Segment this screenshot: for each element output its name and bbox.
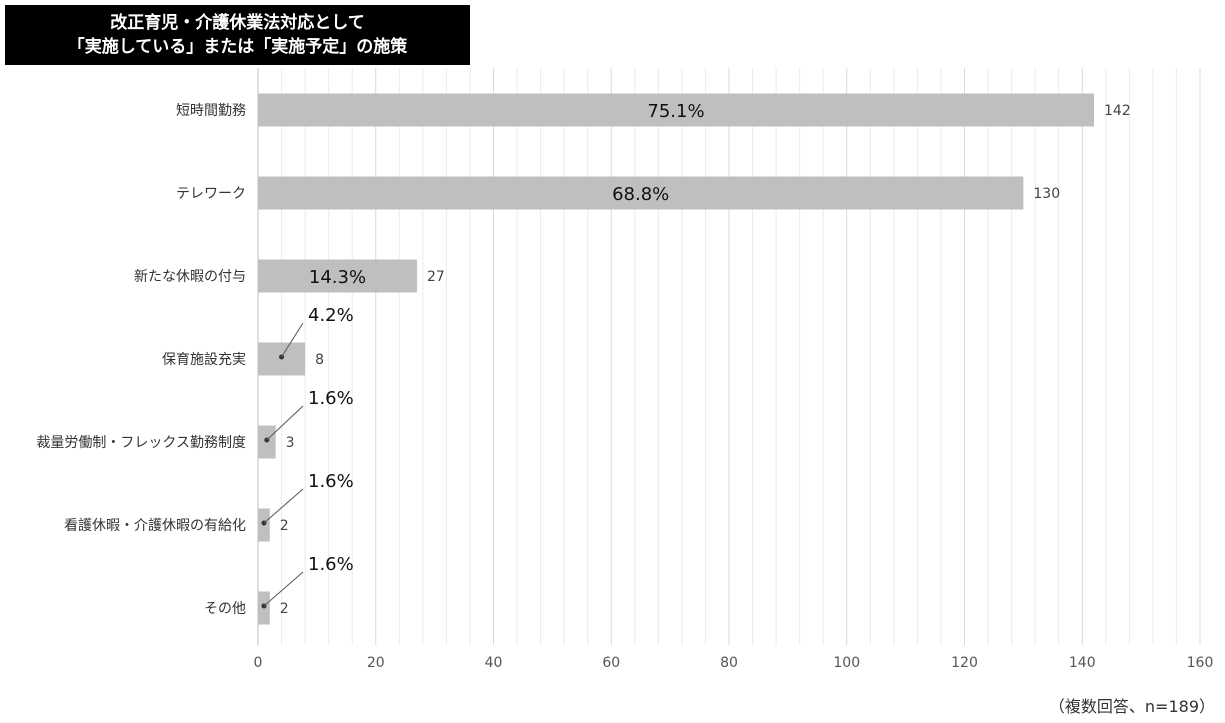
- category-label: 裁量労働制・フレックス勤務制度: [36, 435, 246, 451]
- callout-line: [281, 322, 304, 358]
- category-label: 短時間勤務: [176, 103, 246, 119]
- category-label: 保育施設充実: [162, 352, 246, 368]
- percent-label: 75.1%: [647, 101, 704, 122]
- x-tick-label: 60: [602, 655, 620, 671]
- percent-label: 68.8%: [612, 184, 669, 205]
- x-tick-label: 0: [254, 655, 263, 671]
- x-tick-label: 140: [1069, 655, 1096, 671]
- category-label: その他: [204, 601, 246, 617]
- x-tick-label: 40: [485, 655, 503, 671]
- callout-line: [263, 488, 304, 524]
- callout-line: [263, 571, 304, 607]
- percent-label: 4.2%: [308, 305, 354, 326]
- chart-title-line-2: 「実施している」または「実施予定」の施策: [67, 37, 408, 57]
- x-tick-label: 120: [951, 655, 978, 671]
- bar: [258, 93, 1095, 127]
- value-label: 130: [1033, 186, 1060, 202]
- percent-label: 1.6%: [308, 554, 354, 575]
- value-label: 142: [1104, 103, 1131, 119]
- x-tick-label: 80: [720, 655, 738, 671]
- bar: [258, 259, 417, 293]
- value-label: 8: [315, 352, 324, 368]
- bar: [258, 176, 1024, 210]
- x-tick-label: 160: [1187, 655, 1214, 671]
- category-label: 看護休暇・介護休暇の有給化: [64, 518, 246, 534]
- value-label: 27: [427, 269, 445, 285]
- sample-note: （複数回答、n=189）: [1048, 697, 1215, 716]
- value-label: 3: [286, 435, 295, 451]
- percent-label: 1.6%: [308, 388, 354, 409]
- chart-title-line-1: 改正育児・介護休業法対応として: [110, 13, 365, 33]
- x-tick-label: 100: [833, 655, 860, 671]
- percent-label: 1.6%: [308, 471, 354, 492]
- percent-label: 14.3%: [309, 267, 366, 288]
- category-label: テレワーク: [176, 186, 246, 202]
- value-label: 2: [280, 601, 289, 617]
- x-tick-label: 20: [367, 655, 385, 671]
- value-label: 2: [280, 518, 289, 534]
- callout-line: [266, 405, 304, 441]
- chart-title: 改正育児・介護休業法対応として 「実施している」または「実施予定」の施策: [5, 5, 470, 65]
- category-label: 新たな休暇の付与: [134, 269, 246, 285]
